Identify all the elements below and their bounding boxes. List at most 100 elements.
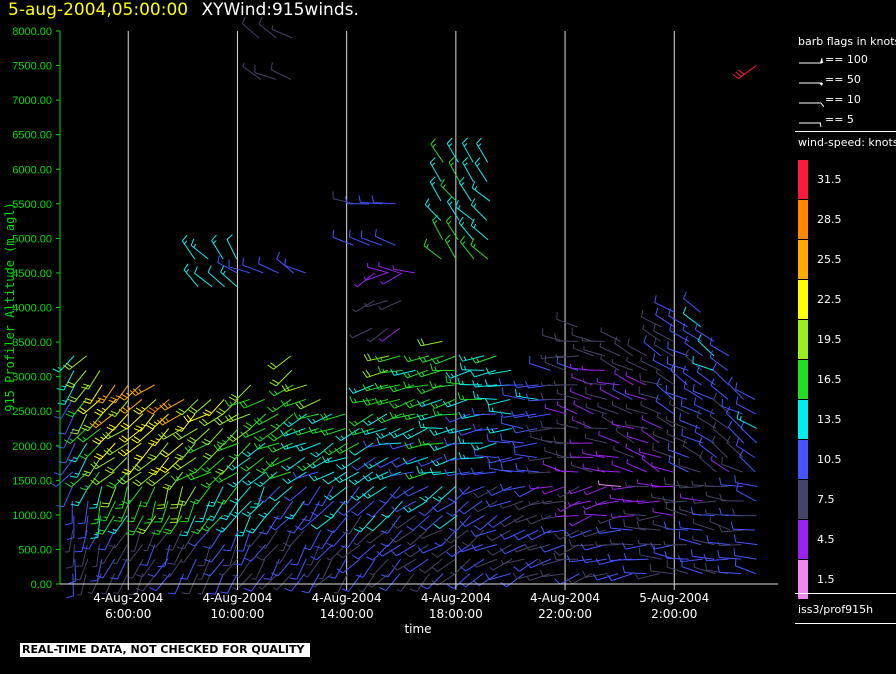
wind-barb xyxy=(348,413,374,427)
wind-barb xyxy=(389,529,415,543)
wind-barb xyxy=(611,420,635,429)
time-gridlines xyxy=(127,31,675,584)
wind-barb xyxy=(234,544,251,566)
wind-barb xyxy=(485,500,512,508)
wind-barb xyxy=(445,426,471,434)
wind-barb xyxy=(303,558,322,578)
wind-barb xyxy=(342,515,362,535)
wind-barb xyxy=(213,442,240,452)
colorbar-swatch xyxy=(798,560,808,599)
wind-barb xyxy=(216,428,239,446)
wind-barb xyxy=(625,371,647,386)
wind-barb xyxy=(366,327,388,343)
wind-barb xyxy=(100,486,117,508)
wind-barb xyxy=(402,413,428,421)
wind-barb xyxy=(595,450,619,458)
wind-barb xyxy=(191,515,212,535)
wind-barb xyxy=(107,515,128,535)
wind-barb xyxy=(242,62,262,80)
wind-barb xyxy=(573,400,594,415)
wind-barb xyxy=(108,529,129,549)
wind-barb xyxy=(243,413,267,430)
wind-barb xyxy=(110,558,128,580)
wind-barb xyxy=(70,413,88,435)
wind-barb xyxy=(566,573,592,585)
wind-barb xyxy=(95,384,116,404)
wind-barb xyxy=(391,558,417,571)
wind-barb xyxy=(596,378,620,386)
wind-barb xyxy=(471,180,491,202)
wind-barb xyxy=(228,384,252,401)
wind-barb xyxy=(351,500,375,516)
wind-barb xyxy=(570,387,592,400)
wind-barb xyxy=(202,442,225,460)
wind-barb xyxy=(204,544,226,563)
wind-barb xyxy=(177,486,197,506)
wind-barb xyxy=(739,449,756,473)
wind-barb xyxy=(557,500,581,512)
wind-barb xyxy=(215,457,237,475)
wind-barb xyxy=(725,406,743,429)
wind-barb xyxy=(179,558,197,580)
wind-barb xyxy=(473,448,498,458)
wind-barb xyxy=(240,428,266,438)
wind-barb xyxy=(627,338,648,357)
wind-barb xyxy=(634,572,660,580)
wind-barb xyxy=(63,428,87,444)
wind-barb xyxy=(220,265,238,288)
wind-barb xyxy=(90,457,116,470)
wind-barb xyxy=(128,558,144,579)
wind-barb xyxy=(499,483,526,491)
wind-barb xyxy=(539,569,566,578)
wind-barb xyxy=(511,410,537,418)
wind-barb xyxy=(147,558,169,578)
wind-barb xyxy=(151,515,171,536)
wind-barb xyxy=(470,238,489,260)
wind-barb xyxy=(554,573,580,585)
colorbar-label: 7.5 xyxy=(817,493,835,506)
wind-barb xyxy=(270,62,292,80)
wind-barb xyxy=(389,411,415,419)
wind-barb xyxy=(424,198,442,221)
y-tick-label: 1000.00 xyxy=(12,510,52,522)
wind-barb xyxy=(625,420,648,429)
wind-barb xyxy=(470,442,497,451)
colorbar-label: 25.5 xyxy=(817,253,842,266)
half-pennant-flag-icon xyxy=(799,82,823,86)
wind-barb xyxy=(315,486,334,507)
wind-barb xyxy=(652,507,675,517)
wind-barb xyxy=(258,17,277,39)
wind-barb xyxy=(388,384,415,393)
wind-barb xyxy=(348,471,374,485)
wind-barb xyxy=(681,428,703,444)
wind-barb xyxy=(307,544,321,566)
x-tick-time: 6:00:00 xyxy=(105,607,151,621)
colorbar-swatch xyxy=(798,160,808,199)
wind-barb xyxy=(353,529,374,546)
wind-barbs xyxy=(49,16,758,599)
wind-barb xyxy=(63,355,87,370)
wind-barb xyxy=(257,486,281,503)
wind-barb xyxy=(271,558,293,577)
wind-barb xyxy=(284,500,305,520)
wind-barb xyxy=(567,500,592,507)
wind-barb xyxy=(581,365,605,371)
wind-barb xyxy=(458,354,485,362)
wind-barb xyxy=(159,398,185,411)
legend-flag-100: == 100 xyxy=(798,53,896,71)
wind-barb xyxy=(526,425,552,433)
wind-barb xyxy=(308,426,335,434)
wind-barb xyxy=(126,500,142,523)
wind-barb xyxy=(311,573,333,588)
wind-barb xyxy=(717,541,742,547)
wind-barb xyxy=(433,515,458,530)
wind-barb xyxy=(174,413,196,432)
wind-barb xyxy=(678,458,701,473)
wind-barb xyxy=(183,263,199,288)
wind-barb xyxy=(176,529,196,550)
wind-barb xyxy=(403,355,430,363)
wind-barb xyxy=(284,573,306,592)
wind-barb xyxy=(295,398,321,410)
wind-barb xyxy=(431,500,457,513)
wind-barb xyxy=(585,386,608,400)
